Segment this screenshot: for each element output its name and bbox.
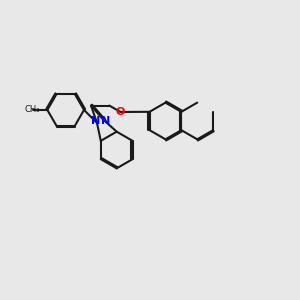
Text: O: O (116, 107, 125, 117)
Text: CH₃: CH₃ (25, 105, 40, 114)
Text: N: N (91, 116, 100, 126)
Text: N: N (101, 116, 110, 126)
